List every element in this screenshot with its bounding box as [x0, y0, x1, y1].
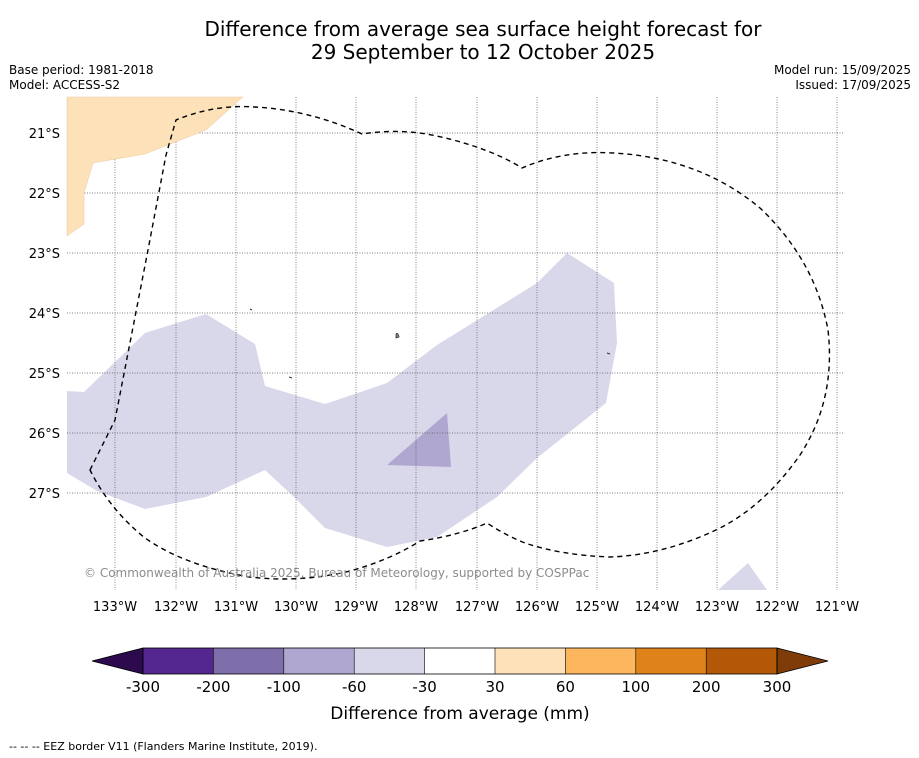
lon-label: 127°W	[455, 600, 499, 615]
colorbar-bin	[283, 648, 355, 674]
colorbar-label: Difference from average (mm)	[330, 704, 589, 724]
lat-label: 24°S	[29, 307, 60, 322]
lon-label: 124°W	[635, 600, 679, 615]
colorbar: -300 -200 -100 -60 -30 30 60 100 200 300…	[91, 647, 829, 724]
lat-label: 23°S	[29, 247, 60, 262]
colorbar-tick-label: 200	[692, 678, 721, 696]
lon-label: 131°W	[214, 600, 258, 615]
anomaly-region-plus30	[66, 96, 244, 237]
chart-title: Difference from average sea surface heig…	[0, 18, 919, 64]
colorbar-bin	[354, 648, 425, 674]
lat-label: 27°S	[29, 487, 60, 502]
colorbar-bin	[635, 648, 707, 674]
colorbar-tick-label: -200	[196, 678, 230, 696]
contour-fragment	[606, 352, 611, 355]
lon-label: 122°W	[755, 600, 799, 615]
colorbar-bin	[495, 648, 566, 674]
map-panel: © Commonwealth of Australia 2025, Bureau…	[66, 96, 843, 590]
lat-label: 22°S	[29, 187, 60, 202]
colorbar-tick-label: -300	[126, 678, 160, 696]
colorbar-bin	[213, 648, 284, 674]
colorbar-tick-label: 30	[485, 678, 504, 696]
lat-label: 26°S	[29, 427, 60, 442]
lon-label: 128°W	[394, 600, 438, 615]
lon-label: 125°W	[575, 600, 619, 615]
colorbar-bin	[565, 648, 636, 674]
colorbar-tick-label: 300	[763, 678, 792, 696]
meta-right: Model run: 15/09/2025 Issued: 17/09/2025	[774, 63, 911, 93]
latitude-labels: 21°S 22°S 23°S 24°S 25°S 26°S 27°S	[29, 127, 60, 502]
colorbar-bin	[424, 648, 495, 674]
anomaly-region-minus60	[67, 253, 617, 547]
issued-date: Issued: 17/09/2025	[795, 78, 911, 92]
contour-fragment	[249, 308, 253, 311]
colorbar-tick-label: -100	[267, 678, 301, 696]
colorbar-ticks: -300 -200 -100 -60 -30 30 60 100 200 300	[126, 678, 791, 696]
lon-label: 132°W	[154, 600, 198, 615]
colorbar-extend-high	[776, 647, 829, 675]
lon-label: 126°W	[515, 600, 559, 615]
colorbar-tick-label: 100	[621, 678, 650, 696]
model-run: Model run: 15/09/2025	[773, 63, 911, 77]
eez-border	[89, 105, 831, 580]
anomaly-region-south-east	[718, 563, 767, 590]
anomaly-region-minus100	[387, 413, 451, 467]
footer-note: -- -- -- EEZ border V11 (Flanders Marine…	[9, 740, 318, 753]
lon-label: 121°W	[815, 600, 859, 615]
meta-left: Base period: 1981-2018 Model: ACCESS-S2	[9, 63, 154, 93]
lat-label: 25°S	[29, 367, 60, 382]
lon-label: 123°W	[695, 600, 739, 615]
colorbar-tick-label: 60	[556, 678, 575, 696]
longitude-labels: 133°W 132°W 131°W 130°W 129°W 128°W 127°…	[93, 600, 859, 615]
base-period: Base period: 1981-2018	[9, 63, 154, 77]
lon-label: 133°W	[93, 600, 137, 615]
colorbar-bin	[143, 648, 214, 674]
contour-fragment	[288, 376, 293, 379]
lon-label: 130°W	[274, 600, 318, 615]
colorbar-extend-low	[91, 647, 144, 675]
copyright-notice: © Commonwealth of Australia 2025, Bureau…	[84, 566, 589, 580]
colorbar-bin	[706, 648, 777, 674]
title-line-1: Difference from average sea surface heig…	[204, 17, 762, 41]
lon-label: 129°W	[334, 600, 378, 615]
title-line-2: 29 September to 12 October 2025	[310, 40, 656, 64]
colorbar-outline	[142, 647, 778, 675]
colorbar-tick-label: -30	[412, 678, 437, 696]
gridlines	[67, 97, 843, 590]
model-name: Model: ACCESS-S2	[9, 78, 121, 92]
lat-label: 21°S	[29, 127, 60, 142]
contour-fragment	[395, 333, 400, 339]
colorbar-tick-label: -60	[342, 678, 367, 696]
